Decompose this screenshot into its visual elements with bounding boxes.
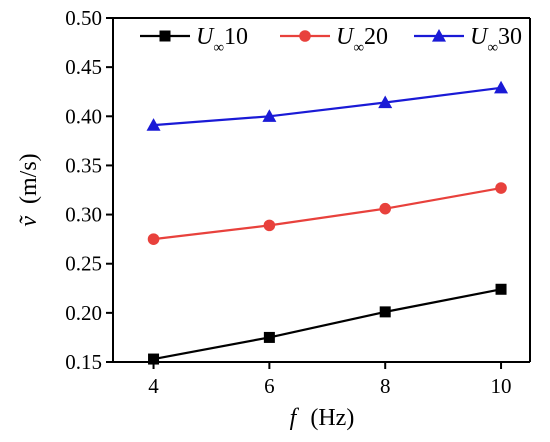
legend-label-sub: ∞	[353, 40, 364, 56]
series-layer	[146, 80, 509, 365]
data-point	[263, 219, 276, 232]
y-tick-label: 0.35	[65, 153, 102, 177]
y-axis-symbol: ṽ	[16, 215, 42, 227]
legend-label-sub: ∞	[487, 40, 498, 56]
data-point	[495, 283, 507, 295]
data-point	[263, 331, 275, 343]
legend-marker	[432, 29, 446, 42]
y-tick-label: 0.20	[65, 301, 102, 325]
y-axis-ticks: 0.15 0.20 0.25 0.30 0.35 0.40 0.45 0.50	[65, 6, 113, 374]
legend: U∞10 U∞20 U∞30	[140, 24, 522, 56]
legend-label: U∞30	[470, 24, 522, 56]
legend-marker	[299, 30, 311, 42]
x-axis-label: f (Hz)	[290, 405, 355, 431]
y-tick-label: 0.25	[65, 252, 102, 276]
legend-item-1: U∞10	[140, 24, 248, 56]
x-tick-label: 6	[264, 374, 275, 398]
y-tick-label: 0.45	[65, 55, 102, 79]
legend-label-tail: 20	[364, 24, 388, 50]
y-tick-label: 0.50	[65, 6, 102, 30]
series-2	[147, 182, 507, 245]
y-tick-label: 0.40	[65, 104, 102, 128]
data-point	[494, 80, 509, 94]
series-3	[146, 80, 509, 131]
x-axis-symbol: f	[290, 405, 300, 431]
data-point	[262, 109, 277, 122]
x-axis-unit: (Hz)	[310, 405, 354, 431]
legend-item-3: U∞30	[414, 24, 522, 56]
x-tick-label: 10	[491, 374, 512, 398]
data-point	[148, 353, 160, 365]
legend-label-sub: ∞	[213, 40, 224, 56]
x-axis-ticks: 4 6 8 10	[148, 362, 512, 398]
data-point	[147, 233, 160, 245]
legend-label: U∞20	[336, 24, 388, 56]
legend-marker	[159, 30, 171, 42]
legend-label-base: U	[336, 24, 355, 50]
legend-item-2: U∞20	[280, 24, 388, 56]
series-1	[148, 283, 507, 365]
series-line	[153, 186, 502, 241]
y-tick-label: 0.30	[65, 203, 102, 227]
y-axis-unit: (m/s)	[16, 153, 42, 204]
legend-label-base: U	[196, 24, 215, 50]
legend-label-tail: 10	[224, 24, 248, 50]
legend-label: U∞10	[196, 24, 248, 56]
data-point	[379, 306, 391, 318]
x-tick-label: 8	[380, 374, 391, 398]
legend-label-base: U	[470, 24, 489, 50]
data-point	[378, 95, 393, 109]
x-tick-label: 4	[148, 374, 159, 398]
series-line	[153, 288, 502, 361]
legend-label-tail: 30	[498, 24, 522, 50]
data-point	[146, 118, 161, 131]
y-axis-label: ṽ (m/s)	[16, 153, 42, 226]
data-point	[495, 182, 507, 194]
series-line	[153, 86, 502, 127]
y-tick-label: 0.15	[65, 350, 102, 374]
data-point	[379, 202, 392, 215]
